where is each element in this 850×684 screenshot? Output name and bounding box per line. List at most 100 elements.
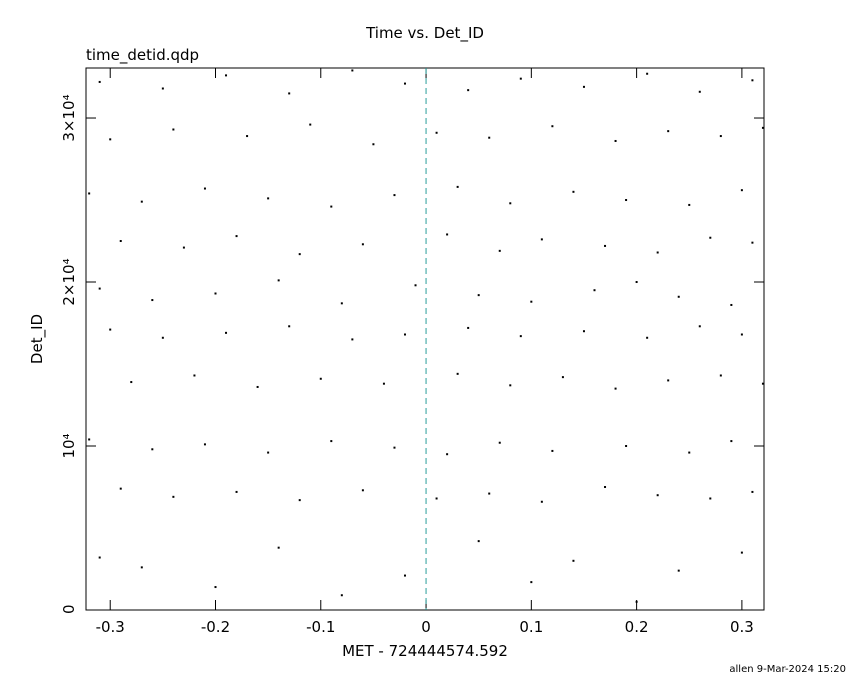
point — [551, 125, 554, 128]
point — [361, 489, 364, 492]
point — [477, 294, 480, 297]
point — [551, 449, 554, 452]
point — [530, 300, 533, 303]
point — [519, 335, 522, 338]
point — [456, 185, 459, 188]
x-tick-label: 0 — [421, 618, 431, 636]
x-tick-label: -0.3 — [96, 618, 125, 636]
point — [193, 374, 196, 377]
point — [182, 246, 185, 249]
y-axis-label: Det_ID — [28, 314, 47, 364]
point — [298, 253, 301, 256]
point — [140, 566, 143, 569]
point — [740, 333, 743, 336]
point — [677, 295, 680, 298]
point — [635, 281, 638, 284]
point — [267, 451, 270, 454]
point — [309, 123, 312, 126]
point — [403, 333, 406, 336]
point — [751, 490, 754, 493]
y-tick-label: 2×10⁴ — [60, 258, 78, 305]
point — [109, 328, 112, 331]
point — [688, 451, 691, 454]
y-tick-label: 3×10⁴ — [60, 94, 78, 141]
point — [582, 330, 585, 333]
point — [235, 235, 238, 238]
point — [119, 487, 122, 490]
point — [698, 325, 701, 328]
point — [319, 377, 322, 380]
point — [203, 187, 206, 190]
plot-frame — [85, 67, 765, 611]
point — [109, 138, 112, 141]
x-tick-label: 0.3 — [730, 618, 754, 636]
point — [498, 441, 501, 444]
point — [382, 382, 385, 385]
point — [88, 438, 91, 441]
point — [172, 495, 175, 498]
point — [456, 372, 459, 375]
point — [88, 192, 91, 195]
point — [740, 551, 743, 554]
point — [740, 189, 743, 192]
point — [414, 284, 417, 287]
point — [625, 445, 628, 448]
point — [719, 135, 722, 138]
point — [540, 500, 543, 503]
point — [572, 559, 575, 562]
point — [435, 131, 438, 134]
chart-title: Time vs. Det_ID — [365, 24, 484, 43]
point — [730, 303, 733, 306]
point — [361, 243, 364, 246]
point — [604, 486, 607, 489]
point — [256, 385, 259, 388]
point — [751, 79, 754, 82]
point — [540, 238, 543, 241]
point — [719, 374, 722, 377]
point — [751, 241, 754, 244]
point — [709, 236, 712, 239]
point — [214, 292, 217, 295]
point — [119, 240, 122, 243]
point — [519, 77, 522, 80]
y-tick-label: 10⁴ — [60, 433, 78, 458]
point — [698, 90, 701, 93]
point — [761, 126, 764, 129]
point — [277, 546, 280, 549]
point — [761, 382, 764, 385]
point — [235, 490, 238, 493]
point — [393, 446, 396, 449]
point — [98, 287, 101, 290]
point — [498, 249, 501, 252]
point — [477, 540, 480, 543]
point — [98, 80, 101, 83]
point — [625, 199, 628, 202]
point — [646, 336, 649, 339]
point — [130, 381, 133, 384]
point — [446, 233, 449, 236]
point — [730, 440, 733, 443]
point — [667, 130, 670, 133]
point — [572, 190, 575, 193]
point — [214, 586, 217, 589]
point — [298, 499, 301, 502]
x-tick-label: -0.1 — [306, 618, 335, 636]
point — [582, 85, 585, 88]
point — [435, 497, 438, 500]
point — [330, 205, 333, 208]
point — [151, 299, 154, 302]
point — [688, 203, 691, 206]
point — [561, 376, 564, 379]
y-tick-label: 0 — [60, 604, 78, 614]
point — [340, 594, 343, 597]
point — [172, 128, 175, 131]
point — [467, 89, 470, 92]
point — [604, 244, 607, 247]
point — [225, 331, 228, 334]
point — [403, 574, 406, 577]
point — [709, 497, 712, 500]
point — [330, 440, 333, 443]
point — [351, 338, 354, 341]
point — [488, 136, 491, 139]
